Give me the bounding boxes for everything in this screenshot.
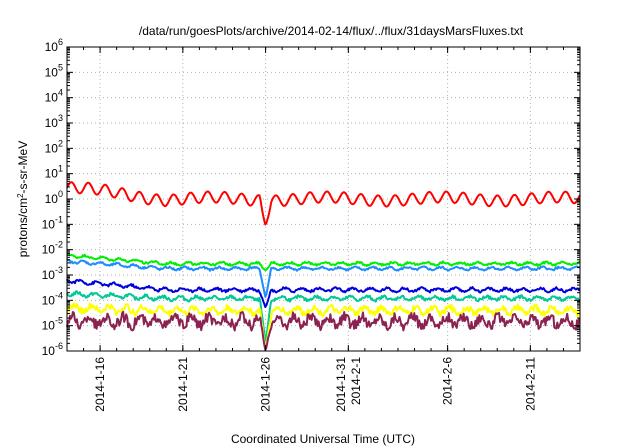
chart-title: /data/run/goesPlots/archive/2014-02-14/f… — [139, 24, 524, 38]
x-axis-label: Coordinated Universal Time (UTC) — [231, 432, 415, 446]
series-line — [66, 181, 581, 226]
y-tick-label: 106 — [45, 37, 63, 54]
y-tick-labels: 10-6 10-5 10-4 10-3 10-2 10-1 100 101 102 103 104 1… — [42, 37, 63, 358]
y-tick-label: 103 — [45, 113, 63, 130]
y-tick-label: 10-1 — [42, 214, 63, 231]
y-axis-label-main: protons/cm — [16, 198, 30, 257]
x-tick-label: 2014-2-6 — [441, 357, 455, 405]
y-tick-label: 10-6 — [42, 341, 63, 358]
y-axis-label-sup: 2 — [16, 193, 25, 198]
y-tick-label: 101 — [45, 164, 63, 181]
series-line — [66, 252, 581, 272]
x-tick-label: 2014-1-26 — [259, 357, 273, 412]
y-tick-label: 100 — [45, 189, 63, 206]
y-tick-label: 10-4 — [42, 290, 63, 307]
y-tick-label: 104 — [45, 88, 63, 105]
series-line — [66, 290, 581, 342]
x-tick-label: 2014-1-16 — [93, 357, 107, 412]
y-tick-label: 10-5 — [42, 316, 63, 333]
series-group — [66, 181, 581, 351]
series-line — [66, 258, 581, 298]
y-tick-label: 10-3 — [42, 265, 63, 282]
ticks — [66, 46, 581, 352]
x-tick-label: 2014-1-31 — [334, 357, 348, 412]
x-tick-label: 2014-2-1 — [349, 357, 363, 405]
y-axis-label: protons/cm2-s-sr-MeV — [16, 141, 31, 257]
series-line — [66, 310, 581, 351]
y-axis-label-tail: -s-sr-MeV — [16, 141, 30, 194]
x-tick-labels: 2014-1-16 2014-1-21 2014-1-26 2014-1-31 2014… — [93, 357, 537, 412]
series-line — [66, 301, 581, 350]
series-line — [66, 278, 581, 308]
y-tick-label: 105 — [45, 62, 63, 79]
x-tick-label: 2014-2-11 — [523, 357, 537, 411]
x-tick-label: 2014-1-21 — [176, 357, 190, 412]
y-tick-label: 10-2 — [42, 240, 63, 257]
y-tick-label: 102 — [45, 138, 63, 155]
grid — [67, 47, 580, 351]
